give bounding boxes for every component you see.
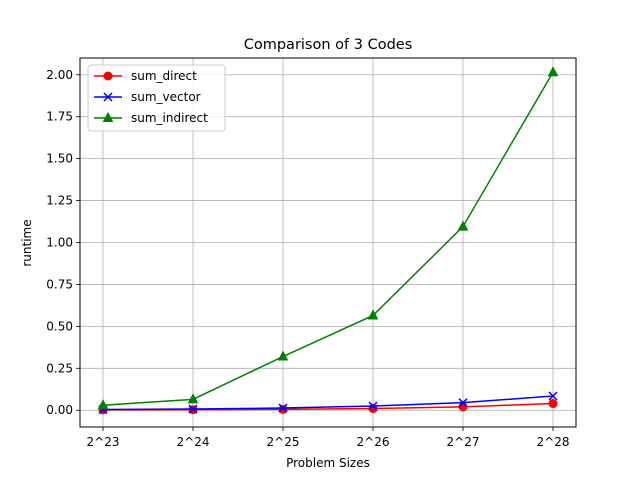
y-tick-label: 0.25 (46, 361, 73, 375)
legend-item: sum_indirect (94, 111, 208, 125)
data-point (278, 404, 288, 414)
y-tick-label: 1.75 (46, 110, 73, 124)
y-axis: 0.00 0.25 0.50 0.75 1.00 1.25 1.50 1.75 2.00 (46, 68, 80, 417)
series-line (102, 395, 554, 411)
series-sum_vector (98, 391, 558, 415)
x-marker-stroke (368, 401, 378, 411)
x-marker-stroke (278, 403, 288, 413)
grid (80, 58, 576, 427)
data-point (458, 402, 468, 412)
y-tick-label: 1.50 (46, 152, 73, 166)
legend-marker (102, 111, 114, 122)
data-point (187, 393, 199, 404)
data-point (188, 404, 198, 414)
legend-frame (87, 64, 226, 132)
x-marker-stroke (103, 92, 113, 102)
x-tick-label: 2^26 (357, 435, 390, 449)
x-tick-label: 2^25 (267, 435, 300, 449)
series-sum_indirect (97, 66, 559, 410)
legend-label: sum_vector (131, 90, 201, 104)
legend-label: sum_direct (131, 69, 197, 83)
legend-item: sum_vector (94, 90, 201, 104)
chart-title: Comparison of 3 Codes (244, 37, 413, 53)
y-axis-label: runtime (20, 219, 34, 266)
x-tick-label: 2^24 (177, 435, 210, 449)
legend-item: sum_direct (94, 69, 197, 83)
data-point (97, 399, 109, 410)
x-tick-label: 2^27 (447, 435, 480, 449)
x-tick-label: 2^23 (87, 435, 120, 449)
data-point (368, 401, 378, 411)
y-tick-label: 0.00 (46, 403, 73, 417)
data-point (547, 66, 559, 77)
x-axis-label: Problem Sizes (286, 456, 370, 470)
series-line (102, 71, 554, 406)
legend-marker (103, 71, 113, 81)
legend-label: sum_indirect (131, 111, 208, 125)
data-point (548, 399, 558, 409)
x-marker-stroke (458, 398, 468, 408)
data-point (277, 350, 289, 361)
legend-marker (103, 92, 113, 102)
x-tick-label: 2^28 (537, 435, 570, 449)
legend: sum_direct sum_vector sum_indirect (87, 64, 226, 132)
data-point (278, 403, 288, 413)
data-point (548, 391, 558, 401)
data-point (458, 398, 468, 408)
x-marker-stroke (188, 404, 198, 414)
x-marker-stroke (548, 391, 558, 401)
data-point (367, 309, 379, 320)
y-tick-label: 0.50 (46, 319, 73, 333)
data-point (457, 220, 469, 231)
y-tick-label: 1.25 (46, 194, 73, 208)
x-axis: 2^23 2^24 2^25 2^26 2^27 2^28 (87, 427, 570, 449)
y-tick-label: 0.75 (46, 277, 73, 291)
y-tick-label: 2.00 (46, 68, 73, 82)
y-tick-label: 1.00 (46, 236, 73, 250)
series-layer (97, 66, 559, 415)
